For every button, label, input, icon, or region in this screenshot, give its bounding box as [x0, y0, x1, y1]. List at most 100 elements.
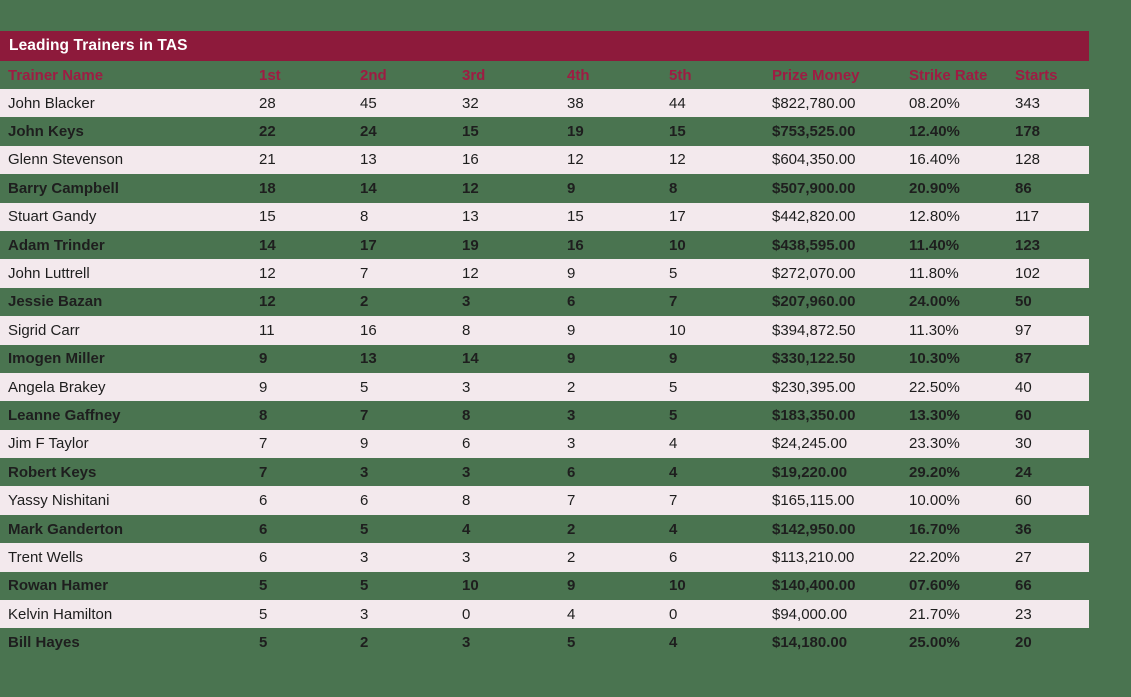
cell-prize-money: $140,400.00: [772, 577, 856, 595]
cell-starts: 66: [1015, 577, 1032, 595]
cell-2nd: 5: [360, 378, 369, 396]
cell-1st: 6: [259, 492, 268, 510]
cell-1st: 8: [259, 406, 268, 424]
cell-1st: 14: [259, 236, 276, 254]
cell-strike-rate: 22.50%: [909, 378, 960, 396]
cell-1st: 22: [259, 123, 276, 141]
cell-trainer-name: Mark Ganderton: [8, 520, 124, 538]
cell-2nd: 2: [360, 293, 369, 311]
cell-4th: 7: [567, 492, 576, 510]
cell-2nd: 16: [360, 321, 377, 339]
cell-2nd: 14: [360, 179, 377, 197]
cell-5th: 4: [669, 435, 678, 453]
table-row: Jessie Bazan 12 2 3 6 7 $207,960.00 24.00% 50: [0, 288, 1089, 316]
cell-starts: 117: [1015, 208, 1039, 226]
table-row: Barry Campbell 18 14 12 9 8 $507,900.00 20.90% 8…: [0, 174, 1089, 202]
cell-prize-money: $394,872.50: [772, 321, 856, 339]
cell-5th: 6: [669, 548, 678, 566]
cell-5th: 5: [669, 406, 678, 424]
cell-starts: 97: [1015, 321, 1032, 339]
cell-2nd: 9: [360, 435, 369, 453]
cell-2nd: 2: [360, 634, 369, 652]
cell-1st: 15: [259, 208, 276, 226]
cell-3rd: 10: [462, 577, 479, 595]
cell-2nd: 3: [360, 605, 369, 623]
cell-prize-money: $438,595.00: [772, 236, 856, 254]
cell-2nd: 3: [360, 548, 369, 566]
cell-1st: 18: [259, 179, 276, 197]
cell-2nd: 7: [360, 406, 369, 424]
table-row: Jim F Taylor 7 9 6 3 4 $24,245.00 23.30% 30: [0, 429, 1089, 459]
cell-3rd: 12: [462, 179, 479, 197]
cell-3rd: 15: [462, 123, 479, 141]
cell-starts: 86: [1015, 179, 1032, 197]
cell-strike-rate: 20.90%: [909, 179, 960, 197]
cell-trainer-name: Kelvin Hamilton: [8, 605, 113, 623]
cell-starts: 178: [1015, 123, 1041, 141]
cell-5th: 5: [669, 378, 678, 396]
cell-strike-rate: 22.20%: [909, 548, 960, 566]
leading-trainers-table: Leading Trainers in TAS Trainer Name 1st…: [0, 31, 1089, 657]
cell-3rd: 3: [462, 634, 471, 652]
cell-starts: 50: [1015, 293, 1032, 311]
cell-1st: 5: [259, 577, 268, 595]
cell-3rd: 16: [462, 151, 479, 169]
table-row: Angela Brakey 9 5 3 2 5 $230,395.00 22.50% 40: [0, 372, 1089, 402]
table-row: Adam Trinder 14 17 19 16 10 $438,595.00 11.40% 1…: [0, 231, 1089, 259]
cell-trainer-name: Stuart Gandy: [8, 208, 97, 226]
cell-3rd: 3: [462, 463, 471, 481]
table-row: Sigrid Carr 11 16 8 9 10 $394,872.50 11.30% 97: [0, 316, 1089, 345]
cell-1st: 7: [259, 463, 268, 481]
cell-trainer-name: Glenn Stevenson: [8, 151, 124, 169]
cell-1st: 5: [259, 634, 268, 652]
cell-4th: 3: [567, 406, 576, 424]
cell-starts: 343: [1015, 94, 1041, 112]
cell-trainer-name: John Luttrell: [8, 265, 90, 283]
cell-2nd: 24: [360, 123, 377, 141]
cell-2nd: 7: [360, 265, 369, 283]
cell-prize-money: $142,950.00: [772, 520, 856, 538]
cell-5th: 12: [669, 151, 686, 169]
cell-5th: 8: [669, 179, 678, 197]
cell-3rd: 3: [462, 548, 471, 566]
cell-starts: 40: [1015, 378, 1032, 396]
cell-trainer-name: Jessie Bazan: [8, 293, 103, 311]
cell-5th: 10: [669, 236, 686, 254]
cell-1st: 5: [259, 605, 268, 623]
cell-2nd: 5: [360, 577, 369, 595]
cell-5th: 10: [669, 321, 686, 339]
cell-trainer-name: Sigrid Carr: [8, 321, 80, 339]
cell-strike-rate: 10.00%: [909, 492, 960, 510]
cell-4th: 9: [567, 265, 576, 283]
cell-strike-rate: 07.60%: [909, 577, 960, 595]
cell-3rd: 0: [462, 605, 471, 623]
cell-5th: 17: [669, 208, 686, 226]
table-title: Leading Trainers in TAS: [9, 37, 188, 54]
cell-trainer-name: Jim F Taylor: [8, 435, 89, 453]
cell-3rd: 14: [462, 350, 479, 368]
cell-4th: 15: [567, 208, 584, 226]
cell-trainer-name: Trent Wells: [8, 548, 84, 566]
cell-starts: 87: [1015, 350, 1032, 368]
column-header-4th: 4th: [567, 66, 590, 84]
cell-trainer-name: Rowan Hamer: [8, 577, 109, 595]
cell-5th: 7: [669, 293, 678, 311]
cell-1st: 28: [259, 94, 276, 112]
cell-1st: 9: [259, 350, 268, 368]
column-header-trainer-name: Trainer Name: [8, 66, 104, 84]
cell-strike-rate: 29.20%: [909, 463, 960, 481]
cell-3rd: 13: [462, 208, 479, 226]
column-header-2nd: 2nd: [360, 66, 387, 84]
cell-prize-money: $753,525.00: [772, 123, 856, 141]
cell-starts: 60: [1015, 406, 1032, 424]
cell-4th: 38: [567, 94, 584, 112]
cell-prize-money: $207,960.00: [772, 293, 856, 311]
cell-5th: 5: [669, 265, 678, 283]
cell-5th: 15: [669, 123, 686, 141]
cell-strike-rate: 16.40%: [909, 151, 960, 169]
cell-prize-money: $330,122.50: [772, 350, 856, 368]
cell-2nd: 5: [360, 520, 369, 538]
cell-1st: 21: [259, 151, 276, 169]
cell-prize-money: $165,115.00: [772, 492, 855, 510]
cell-2nd: 17: [360, 236, 377, 254]
